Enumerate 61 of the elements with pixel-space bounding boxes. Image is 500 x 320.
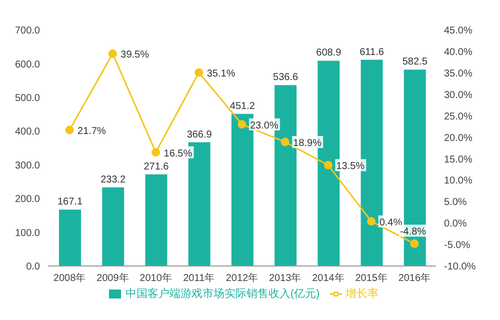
y2-tick-label: -10.0% — [444, 262, 476, 273]
data-label: 611.6 — [360, 46, 384, 58]
y-tick-label: 100.0 — [14, 228, 40, 239]
bar — [59, 210, 81, 266]
x-tick-label: 2010年 — [140, 272, 172, 284]
data-label: 16.5% — [164, 148, 192, 160]
point — [65, 126, 74, 134]
y2-tick-label: 40.0% — [444, 47, 472, 58]
x-tick-label: 2012年 — [226, 272, 258, 284]
data-label: 21.7% — [78, 126, 106, 137]
y-tick-label: 200.0 — [14, 194, 40, 206]
y2-tick-label: 10.0% — [444, 176, 472, 187]
point — [280, 138, 290, 146]
y-tick-label: 400.0 — [14, 126, 40, 138]
legend-label: 增长率 — [346, 288, 379, 300]
legend-label: 中国客户端游戏市场实际销售收入(亿元) — [125, 288, 320, 300]
point — [367, 217, 376, 226]
y2-tick-label: 0.0% — [444, 218, 467, 230]
y-tick-label: 700.0 — [14, 26, 40, 37]
y-tick-label: 0.0 — [26, 262, 40, 273]
bar — [102, 187, 124, 266]
y2-tick-label: 30.0% — [444, 90, 472, 101]
data-label: 608.9 — [316, 48, 342, 59]
y2-tick-label: 15.0% — [444, 154, 472, 166]
point — [108, 49, 117, 58]
data-label: 271.6 — [144, 161, 170, 172]
data-label: -4.8% — [400, 226, 426, 238]
y-tick-label: 300.0 — [14, 160, 40, 172]
data-label: 18.9% — [293, 138, 322, 149]
point — [410, 239, 419, 248]
y2-tick-label: 35.0% — [444, 68, 472, 80]
data-label: 13.5% — [336, 161, 365, 172]
data-label: 167.1 — [57, 196, 83, 208]
data-label: 582.5 — [402, 56, 428, 68]
x-tick-label: 2011年 — [183, 272, 215, 284]
point — [238, 120, 246, 129]
data-label: 451.2 — [230, 100, 256, 112]
point — [194, 68, 204, 77]
x-tick-label: 2015年 — [355, 272, 388, 284]
data-label: 35.1% — [206, 68, 236, 80]
data-label: 366.9 — [186, 129, 212, 140]
point — [324, 160, 332, 170]
data-label: 39.5% — [120, 50, 150, 61]
x-tick-label: 2014年 — [312, 272, 344, 284]
y-tick-label: 600.0 — [14, 59, 40, 70]
x-tick-label: 2016年 — [398, 272, 431, 284]
data-label: 0.4% — [379, 217, 402, 228]
x-tick-label: 2008年 — [53, 272, 86, 284]
data-label: 23.0% — [250, 120, 278, 132]
data-label: 536.6 — [273, 72, 299, 84]
y2-tick-label: 25.0% — [444, 111, 472, 122]
y2-tick-label: -5.0% — [444, 240, 470, 252]
point — [152, 148, 160, 157]
y2-tick-label: 5.0% — [444, 197, 467, 208]
bar — [145, 174, 168, 266]
x-tick-label: 2009年 — [96, 272, 129, 284]
data-label: 233.2 — [100, 174, 126, 186]
y2-tick-label: 20.0% — [444, 132, 472, 144]
y-tick-label: 500.0 — [14, 92, 40, 104]
y2-tick-label: 45.0% — [444, 26, 472, 37]
x-tick-label: 2013年 — [268, 272, 302, 284]
